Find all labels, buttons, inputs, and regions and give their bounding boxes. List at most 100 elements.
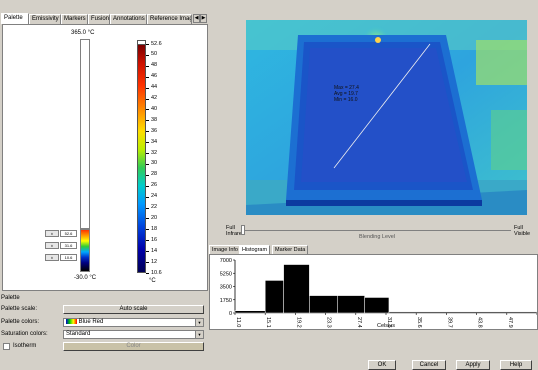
blend-left-label-2: Infrared	[226, 231, 245, 237]
histogram-bar	[337, 295, 365, 314]
apply-button[interactable]: Apply	[456, 360, 490, 370]
x-tick-label: 31.5	[386, 317, 392, 328]
thermal-stats: Max = 27.4 Avg = 19.7 Min = 16.0	[334, 85, 359, 103]
y-tick-label: 7000	[220, 258, 232, 264]
y-tick-label: 5250	[220, 271, 232, 277]
tab-reference-image[interactable]: Reference Imag	[147, 14, 192, 24]
scale-tick-label: 24	[151, 193, 158, 200]
palette-section-title: Palette	[1, 295, 20, 301]
scale-tick-label: 32	[151, 149, 158, 156]
blend-left-label-1: Full	[226, 225, 235, 231]
scale-tick-label: 12	[151, 258, 158, 265]
blend-slider-thumb[interactable]	[241, 225, 245, 235]
histogram-bar	[388, 311, 538, 314]
scale-tick-label: 30	[151, 160, 158, 167]
tab-palette[interactable]: Palette	[1, 13, 29, 24]
saturation-colors-select[interactable]: Standard ▼	[63, 330, 204, 339]
blend-right-label-2: Visible	[514, 231, 531, 237]
color-button[interactable]: Color	[63, 342, 204, 351]
histogram-panel: 7000 5250 3500 1750 0 11.0 15.1 19.2 23.3 27.4 31.…	[209, 254, 538, 330]
palette-swatch-icon	[66, 319, 77, 324]
scale-tick-mark	[146, 142, 149, 144]
palette-colors-label: Palette colors:	[1, 319, 40, 325]
scale-tick-label: 18	[151, 225, 158, 232]
scale-tick-mark	[146, 196, 149, 198]
scale-tick-mark	[146, 153, 149, 155]
x-tick-label: 43.8	[477, 317, 483, 328]
tab-annotations[interactable]: Annotations	[110, 14, 147, 24]
blend-slider-track[interactable]	[241, 230, 511, 231]
scale-tick-label: 26	[151, 182, 158, 189]
scale-tick-label: 50	[151, 51, 158, 58]
palette-colors-select[interactable]: Blue Red ▼	[63, 318, 204, 327]
scale-tick-label: 48	[151, 62, 158, 69]
thermal-image[interactable]: Max = 27.4 Avg = 19.7 Min = 16.0	[246, 20, 527, 215]
marker-3-value[interactable]: 10.6	[60, 254, 77, 261]
tab-histogram[interactable]: Histogram	[239, 245, 271, 254]
marker-2-value[interactable]: 31.6	[60, 242, 77, 249]
tab-fusion[interactable]: Fusion	[88, 14, 110, 24]
avg-value: Avg = 19.7	[334, 91, 358, 97]
auto-scale-button[interactable]: Auto scale	[63, 305, 204, 314]
palette-range-gradient[interactable]	[80, 229, 90, 272]
scale-tick-mark	[146, 87, 149, 89]
scale-unit: °C	[149, 278, 156, 284]
scale-tick-mark	[146, 76, 149, 78]
palette-min-label: -30.0 °C	[74, 275, 97, 281]
ok-button[interactable]: OK	[368, 360, 396, 370]
thermal-image-graphic	[246, 20, 527, 215]
x-axis-label: Celsius	[377, 323, 395, 329]
histogram-bar	[309, 295, 338, 314]
histogram-bar	[264, 280, 284, 314]
blend-right-label-1: Full	[514, 225, 523, 231]
isotherm-checkbox[interactable]	[3, 343, 10, 350]
tab-scroll-right-icon[interactable]: ▶	[200, 14, 207, 23]
x-tick-label: 47.9	[507, 317, 513, 328]
histogram-bar	[364, 297, 390, 314]
scale-tick-mark	[146, 251, 149, 253]
scale-tick-label: 52.6	[151, 40, 162, 47]
scale-tick-label: 42	[151, 95, 158, 102]
right-tab-strip: Image Info Histogram Marker Data	[209, 245, 538, 254]
help-button[interactable]: Help	[500, 360, 532, 370]
min-value: Min = 16.0	[334, 97, 358, 103]
marker-1-button[interactable]: ±	[45, 230, 59, 237]
palette-scale-label: Palette scale:	[1, 306, 38, 312]
scale-tick-label: 20	[151, 214, 158, 221]
isotherm-label: Isotherm	[13, 343, 37, 349]
tab-markers[interactable]: Markers	[61, 14, 88, 24]
x-tick-label: 15.1	[265, 317, 271, 328]
color-scale-bar	[137, 44, 146, 273]
tab-marker-data[interactable]: Marker Data	[272, 245, 309, 254]
palette-range-track	[80, 39, 90, 229]
marker-1-value[interactable]: 52.6	[60, 230, 77, 237]
histogram-bar	[234, 310, 266, 314]
scale-tick-label: 22	[151, 204, 158, 211]
tab-scroll-left-icon[interactable]: ◀	[193, 14, 200, 23]
scale-tick-label: 14	[151, 247, 158, 254]
scale-tick-mark	[146, 65, 149, 67]
saturation-colors-label: Saturation colors:	[1, 331, 48, 337]
x-tick-label: 35.6	[416, 317, 422, 328]
blend-left-label: Full Infrared	[226, 225, 245, 237]
tab-image-info[interactable]: Image Info	[209, 245, 241, 254]
blend-right-label: Full Visible	[514, 225, 530, 237]
tab-emissivity[interactable]: Emissivity	[29, 14, 61, 24]
scale-tick-mark	[146, 98, 149, 100]
marker-3-button[interactable]: ±	[45, 254, 59, 261]
color-scale-cap	[137, 40, 146, 45]
scale-tick-label: 10.6	[151, 269, 162, 276]
chevron-down-icon[interactable]: ▼	[195, 319, 203, 326]
scale-tick-mark	[146, 109, 149, 111]
marker-2-button[interactable]: ±	[45, 242, 59, 249]
scale-tick-mark	[146, 54, 149, 56]
scale-tick-mark	[146, 174, 149, 176]
max-value: Max = 27.4	[334, 85, 359, 91]
x-tick-label: 23.3	[326, 317, 332, 328]
scale-tick-mark	[146, 207, 149, 209]
scale-tick-mark	[146, 131, 149, 133]
chevron-down-icon[interactable]: ▼	[195, 331, 203, 338]
x-tick-label: 11.0	[235, 317, 241, 327]
cancel-button[interactable]: Cancel	[412, 360, 446, 370]
right-panel: Max = 27.4 Avg = 19.7 Min = 16.0 Full In…	[209, 0, 538, 370]
